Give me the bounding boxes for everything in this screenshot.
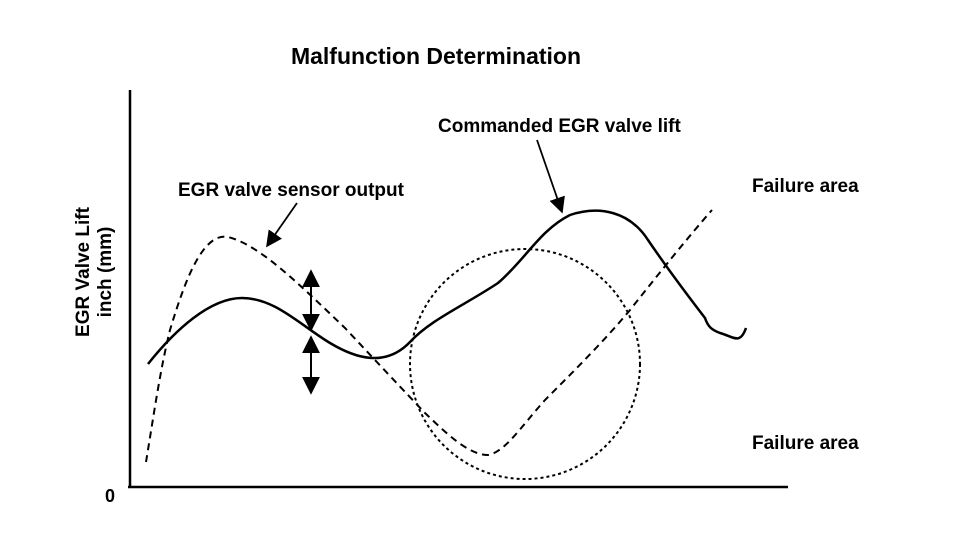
commanded-lift-curve [147, 209, 748, 365]
failure-area-upper-label: Failure area [752, 176, 859, 197]
y-axis-label: EGR Valve Lift inch (mm) [73, 206, 116, 337]
sensor-output-curve [145, 209, 713, 463]
failure-area-circle [409, 248, 641, 480]
y-axis-label-line2: inch (mm) [95, 227, 116, 318]
failure-area-lower-label: Failure area [752, 433, 859, 454]
diagram-title: Malfunction Determination [291, 43, 581, 69]
origin-label: 0 [105, 486, 115, 506]
sensor-output-label: EGR valve sensor output [178, 180, 405, 201]
commanded-lift-leader [536, 139, 565, 214]
commanded-lift-label: Commanded EGR valve lift [438, 116, 682, 137]
y-axis-label-line1: EGR Valve Lift [73, 206, 94, 337]
sensor-output-leader [266, 202, 298, 248]
